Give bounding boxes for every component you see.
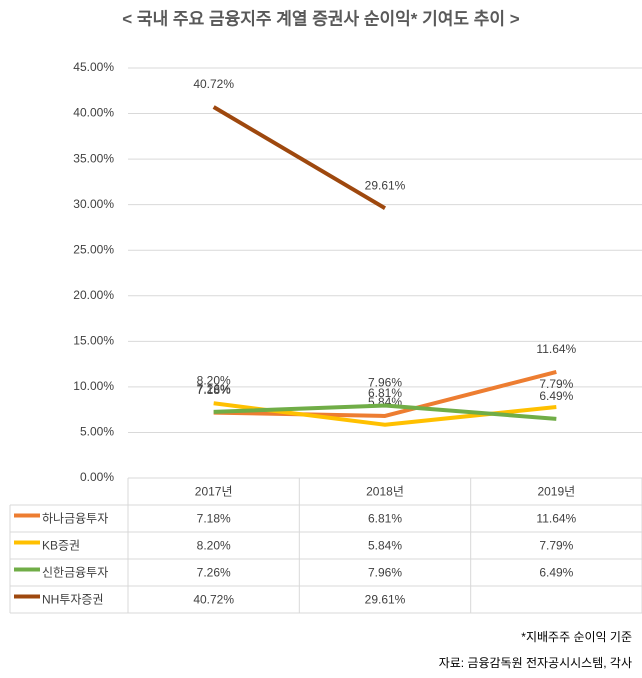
y-tick-label: 40.00%	[73, 106, 114, 120]
y-tick-label: 35.00%	[73, 151, 114, 165]
table-cell: 7.96%	[368, 566, 402, 580]
series-line	[212, 105, 387, 210]
data-label: 11.64%	[536, 342, 576, 356]
data-label: 7.96%	[368, 376, 402, 390]
data-label: 7.18%	[197, 383, 231, 397]
series-line	[213, 370, 557, 418]
y-tick-label: 15.00%	[73, 334, 114, 348]
legend-label: 하나금융투자	[42, 512, 108, 526]
y-tick-label: 0.00%	[80, 470, 114, 484]
y-tick-label: 10.00%	[73, 379, 114, 393]
table-cell: 29.61%	[365, 593, 406, 607]
data-label: 6.49%	[539, 389, 573, 403]
table-cell: 5.84%	[368, 539, 402, 553]
data-label: 40.72%	[193, 77, 234, 91]
table-cell: 7.79%	[539, 539, 573, 553]
x-tick-label: 2017년	[195, 485, 233, 499]
chart-title: < 국내 주요 금융지주 계열 증권사 순이익* 기여도 추이 >	[122, 9, 519, 28]
data-label: 7.26%	[197, 382, 231, 396]
data-label: 29.61%	[365, 178, 406, 192]
table-cell: 6.49%	[539, 566, 573, 580]
legend-label: KB증권	[42, 539, 80, 553]
table-cell: 40.72%	[193, 593, 234, 607]
footnote: *지배주주 순이익 기준	[521, 630, 632, 644]
y-tick-label: 25.00%	[73, 242, 114, 256]
y-tick-label: 45.00%	[73, 60, 114, 74]
data-label: 7.79%	[539, 377, 573, 391]
x-tick-label: 2019년	[537, 485, 575, 499]
source-note: 자료: 금융감독원 전자공시시스템, 각사	[439, 656, 632, 670]
y-tick-label: 20.00%	[73, 288, 114, 302]
x-tick-label: 2018년	[366, 485, 404, 499]
data-label: 8.20%	[197, 373, 231, 387]
table-cell: 7.18%	[197, 512, 231, 526]
data-label: 6.81%	[368, 386, 402, 400]
table-cell: 6.81%	[368, 512, 402, 526]
legend-label: 신한금융투자	[42, 566, 108, 580]
table-cell: 7.26%	[197, 566, 231, 580]
table-cell: 8.20%	[197, 539, 231, 553]
table-cell: 11.64%	[536, 512, 576, 526]
series-line	[213, 403, 557, 421]
y-tick-label: 30.00%	[73, 197, 114, 211]
legend-label: NH투자증권	[42, 593, 104, 607]
y-tick-label: 5.00%	[80, 425, 114, 439]
